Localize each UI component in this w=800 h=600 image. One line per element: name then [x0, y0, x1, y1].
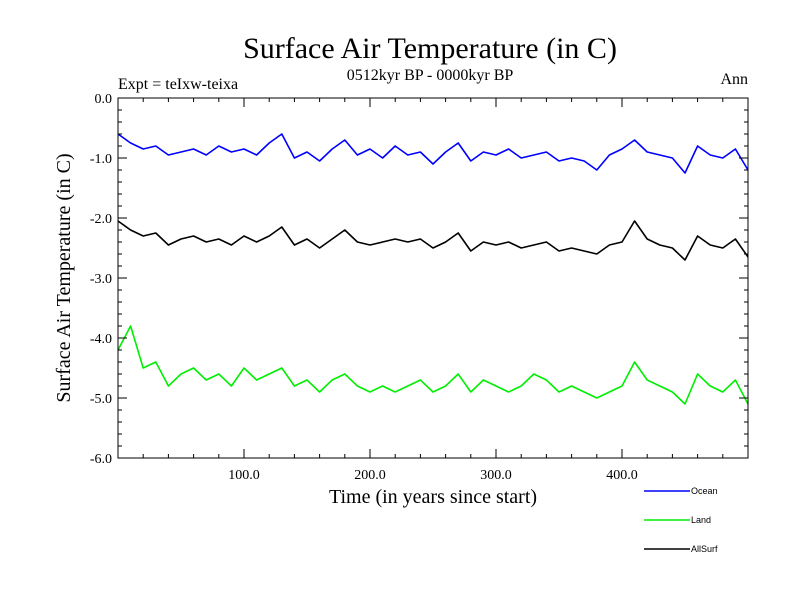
x-tick-label: 100.0 [228, 468, 260, 483]
x-tick-label: 300.0 [480, 468, 512, 483]
legend: Ocean Land AllSurf [644, 486, 718, 554]
y-tick-label: -1.0 [90, 152, 112, 167]
y-tick-label: -2.0 [90, 212, 112, 227]
y-tick-label: -3.0 [90, 272, 112, 287]
y-axis-label: Surface Air Temperature (in C) [53, 153, 75, 402]
y-tick-label: -4.0 [90, 332, 112, 347]
season-label: Ann [720, 71, 748, 88]
series-line-allsurf [117, 220, 749, 261]
plot-frame [117, 97, 749, 459]
series-lines [117, 133, 749, 405]
x-axis: 100.0 200.0 300.0 400.0 [142, 98, 724, 483]
chart-subtitle: 0512kyr BP - 0000kyr BP [347, 67, 514, 84]
x-axis-label: Time (in years since start) [329, 486, 537, 508]
series-line-land [117, 325, 749, 405]
series-line-ocean [117, 133, 749, 174]
x-tick-label: 200.0 [354, 468, 386, 483]
y-tick-label: -5.0 [90, 392, 112, 407]
experiment-label: Expt = teIxw-teixa [118, 76, 238, 93]
y-tick-label: 0.0 [95, 92, 113, 107]
legend-label-ocean: Ocean [691, 486, 718, 496]
y-tick-label: -6.0 [90, 452, 112, 467]
y-axis: 0.0 -1.0 -2.0 -3.0 -4.0 -5.0 -6.0 [90, 92, 748, 467]
chart-title: Surface Air Temperature (in C) [243, 32, 617, 65]
legend-label-allsurf: AllSurf [691, 544, 718, 554]
legend-label-land: Land [691, 515, 711, 525]
x-tick-label: 400.0 [606, 468, 638, 483]
